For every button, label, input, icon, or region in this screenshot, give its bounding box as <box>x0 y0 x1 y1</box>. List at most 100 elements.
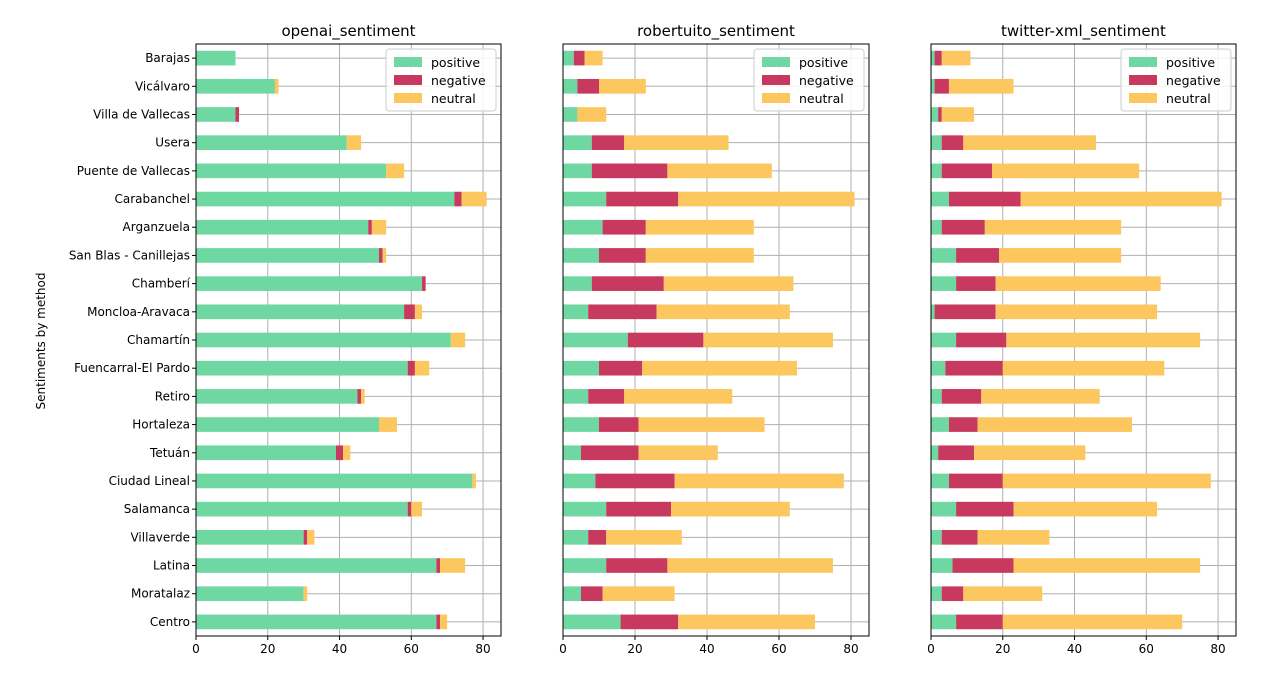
bar-neutral-ciudad-lineal <box>674 473 844 489</box>
bar-neutral-chamberi <box>995 276 1161 291</box>
x-tick-label: 20 <box>995 642 1010 656</box>
bar-positive-san-blas-canillejas <box>563 248 599 263</box>
bar-positive-usera <box>196 135 347 150</box>
bar-positive-hortaleza <box>196 417 379 432</box>
bar-positive-latina <box>196 558 437 573</box>
bar-positive-usera <box>563 135 592 150</box>
bar-negative-salamanca <box>606 501 671 517</box>
x-tick-label: 0 <box>927 642 935 656</box>
bar-negative-salamanca <box>956 501 1014 517</box>
bar-neutral-centro <box>1002 614 1183 630</box>
bar-positive-fuencarral-el-pardo <box>931 360 946 376</box>
bar-negative-carabanchel <box>454 191 462 207</box>
y-tick-label: Latina <box>153 559 190 573</box>
bar-negative-arganzuela <box>602 219 646 235</box>
bar-neutral-barajas <box>584 50 603 66</box>
legend: positive negative neutral <box>1120 48 1232 112</box>
bar-positive-san-blas-canillejas <box>931 248 957 263</box>
bar-positive-hortaleza <box>931 417 949 432</box>
y-tick-label: Centro <box>150 615 190 629</box>
bar-positive-chamartin <box>931 332 957 348</box>
bar-neutral-hortaleza <box>977 417 1132 432</box>
x-tick-label: 60 <box>404 642 419 656</box>
bar-neutral-arganzuela <box>371 219 387 235</box>
bar-negative-san-blas-canillejas <box>599 248 646 263</box>
x-tick-label: 40 <box>1067 642 1082 656</box>
bar-positive-barajas <box>931 50 935 66</box>
bar-negative-arganzuela <box>941 219 985 235</box>
panel-title: openai_sentiment <box>281 22 415 41</box>
bar-negative-retiro <box>357 389 362 404</box>
legend-swatch-negative <box>394 75 422 85</box>
bar-neutral-latina <box>1013 558 1201 573</box>
bar-positive-chamberi <box>196 276 423 291</box>
bar-neutral-puente-de-vallecas <box>667 163 772 179</box>
bar-neutral-villaverde <box>606 530 682 545</box>
bar-neutral-chamartin <box>450 332 466 348</box>
bar-negative-chamberi <box>591 276 664 291</box>
bar-negative-villaverde <box>303 530 308 545</box>
bar-negative-vicalvaro <box>577 78 599 94</box>
bar-neutral-tetuan <box>974 445 1086 461</box>
bar-neutral-vicalvaro <box>274 78 279 94</box>
bar-neutral-villaverde <box>307 530 315 545</box>
legend: positive negative neutral <box>753 48 865 112</box>
legend-swatch-positive <box>394 57 422 67</box>
legend-swatch-negative <box>762 75 790 85</box>
bar-negative-latina <box>436 558 440 573</box>
bar-negative-usera <box>941 135 964 150</box>
legend-swatch-neutral <box>762 93 790 103</box>
y-tick-label: San Blas - Canillejas <box>69 248 190 262</box>
bar-positive-centro <box>931 614 957 630</box>
bar-positive-vicalvaro <box>563 78 578 94</box>
legend-swatch-negative <box>1129 75 1157 85</box>
panel-robertuito-sentiment: 0 20 40 60 80 robertuito_sentiment positive neg… <box>559 22 870 656</box>
panel-openai-sentiment: 0 20 40 60 80 Centro Moratalaz Latina Villaverde… <box>69 22 502 656</box>
bar-positive-chamartin <box>563 332 628 348</box>
y-tick-label: Barajas <box>145 51 190 65</box>
bar-positive-chamartin <box>196 332 451 348</box>
bar-positive-carabanchel <box>196 191 455 207</box>
bar-positive-villa-de-vallecas <box>196 107 236 122</box>
bar-neutral-san-blas-canillejas <box>645 248 754 263</box>
bar-positive-retiro <box>931 389 942 404</box>
bar-negative-latina <box>606 558 668 573</box>
bar-neutral-usera <box>963 135 1097 150</box>
bar-negative-villaverde <box>588 530 607 545</box>
x-tick-label: 80 <box>1210 642 1225 656</box>
bar-neutral-villaverde <box>977 530 1050 545</box>
x-tick-label: 80 <box>475 642 490 656</box>
bar-positive-salamanca <box>563 501 607 517</box>
bar-negative-chamberi <box>956 276 996 291</box>
bar-neutral-chamartin <box>703 332 833 348</box>
bar-positive-fuencarral-el-pardo <box>196 360 408 376</box>
x-tick-label: 80 <box>843 642 858 656</box>
bar-positive-arganzuela <box>931 219 942 235</box>
x-tick-label: 60 <box>1139 642 1154 656</box>
legend-label-positive: positive <box>799 55 848 70</box>
bar-neutral-san-blas-canillejas <box>382 248 387 263</box>
y-tick-label: Tetuán <box>149 446 190 460</box>
y-tick-label: Moratalaz <box>131 587 190 601</box>
bar-negative-ciudad-lineal <box>948 473 1003 489</box>
bar-neutral-villa-de-vallecas <box>577 107 607 122</box>
bar-negative-chamartin <box>956 332 1007 348</box>
x-tick-label: 40 <box>699 642 714 656</box>
bar-positive-ciudad-lineal <box>931 473 949 489</box>
legend-label-negative: negative <box>431 73 486 88</box>
y-tick-label: Moncloa-Aravaca <box>87 305 190 319</box>
panel-title: robertuito_sentiment <box>637 22 795 41</box>
bar-neutral-tetuan <box>343 445 351 461</box>
bar-neutral-carabanchel <box>1020 191 1222 207</box>
bar-negative-centro <box>620 614 679 630</box>
y-tick-label: Chamberí <box>132 277 191 291</box>
bar-neutral-hortaleza <box>379 417 397 432</box>
bar-positive-tetuan <box>563 445 581 461</box>
x-tick-label: 40 <box>332 642 347 656</box>
bar-neutral-centro <box>440 614 448 630</box>
legend-label-negative: negative <box>1166 73 1221 88</box>
bar-positive-villaverde <box>931 530 942 545</box>
bar-negative-retiro <box>588 389 625 404</box>
bar-positive-vicalvaro <box>196 78 275 94</box>
